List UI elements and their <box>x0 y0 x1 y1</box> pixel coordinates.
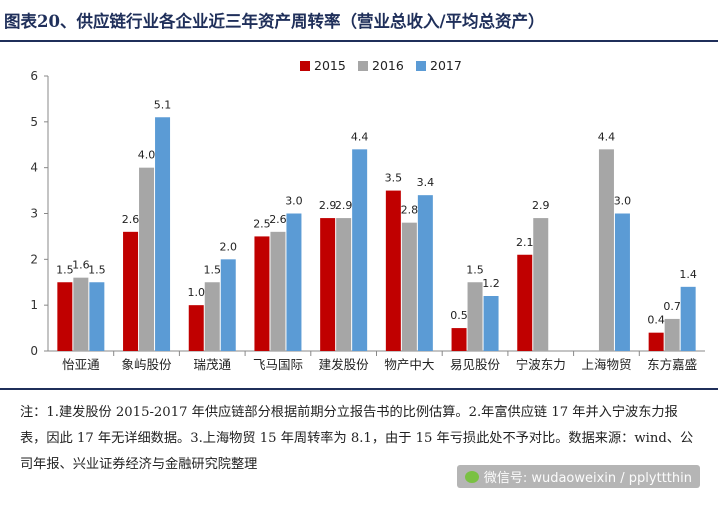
bar-2016 <box>270 231 286 351</box>
legend-swatch-2016 <box>358 61 368 71</box>
data-label: 2.0 <box>220 240 238 253</box>
bar-2016 <box>467 282 483 351</box>
y-tick-label: 2 <box>30 252 38 266</box>
x-tick-label: 东方嘉盛 <box>647 357 697 372</box>
bar-2017 <box>417 195 433 351</box>
x-tick-label: 象屿股份 <box>122 357 173 372</box>
data-label: 2.9 <box>335 199 353 212</box>
data-label: 1.2 <box>482 277 500 290</box>
legend-label-2016: 2016 <box>372 58 404 73</box>
data-label: 1.4 <box>679 268 697 281</box>
data-label: 2.6 <box>269 213 287 226</box>
data-label: 1.6 <box>72 259 90 272</box>
legend-swatch-2017 <box>416 61 426 71</box>
x-tick-label: 物产中大 <box>384 357 434 372</box>
data-label: 1.5 <box>466 263 484 276</box>
data-label: 3.4 <box>417 176 435 189</box>
bar-2015 <box>320 218 336 351</box>
bar-2015 <box>451 328 467 351</box>
bar-2017 <box>352 149 368 351</box>
data-label: 2.1 <box>516 236 534 249</box>
x-tick-label: 宁波东力 <box>516 357 566 372</box>
watermark: 微信号: wudaoweixin / pplyttthin <box>456 465 700 488</box>
bar-2015 <box>648 332 664 351</box>
data-label: 2.6 <box>122 213 140 226</box>
data-label: 3.0 <box>614 195 632 208</box>
y-tick-label: 5 <box>30 115 38 129</box>
data-label: 4.0 <box>138 149 156 162</box>
bar-2016 <box>533 218 549 351</box>
data-label: 2.5 <box>253 217 271 230</box>
data-label: 4.4 <box>598 130 616 143</box>
y-tick-label: 6 <box>30 69 38 83</box>
data-label: 4.4 <box>351 130 369 143</box>
bar-2017 <box>680 286 696 351</box>
bar-2015 <box>254 236 270 351</box>
bar-2016 <box>598 149 614 351</box>
bar-2016 <box>204 282 220 351</box>
x-tick-label: 怡亚通 <box>62 357 100 372</box>
data-label: 3.0 <box>285 195 303 208</box>
data-label: 2.9 <box>532 199 550 212</box>
watermark-text: 微信号: wudaoweixin / pplyttthin <box>483 471 692 486</box>
legend-label-2015: 2015 <box>314 58 346 73</box>
data-label: 1.5 <box>88 263 106 276</box>
bar-2015 <box>123 231 139 351</box>
bar-chart: 0123456怡亚通1.51.61.5象屿股份2.64.05.1瑞茂通1.01.… <box>30 58 705 372</box>
bar-2016 <box>73 277 89 351</box>
bar-2017 <box>155 117 171 351</box>
bar-2017 <box>220 259 236 351</box>
data-label: 2.9 <box>319 199 337 212</box>
x-tick-label: 瑞茂通 <box>193 357 231 372</box>
bar-2016 <box>664 318 680 351</box>
bar-2016 <box>336 218 352 351</box>
wechat-icon <box>464 471 479 483</box>
legend-label-2017: 2017 <box>430 58 462 73</box>
footnote-area: 注：1.建发股份 2015-2017 年供应链部分根据前期分立报告书的比例估算。… <box>0 388 718 506</box>
data-label: 3.5 <box>385 172 403 185</box>
bar-2017 <box>614 213 630 351</box>
data-label: 1.5 <box>204 263 222 276</box>
bar-2016 <box>401 222 417 351</box>
bar-2017 <box>286 213 302 351</box>
data-label: 2.8 <box>401 204 419 217</box>
bar-2016 <box>139 167 155 351</box>
y-tick-label: 0 <box>30 344 38 358</box>
data-label: 0.4 <box>647 314 665 327</box>
bar-2015 <box>188 305 204 351</box>
bar-2015 <box>385 190 401 351</box>
x-tick-label: 易见股份 <box>450 357 501 372</box>
data-label: 5.1 <box>154 98 172 111</box>
data-label: 0.7 <box>663 300 681 313</box>
x-tick-label: 建发股份 <box>319 357 370 372</box>
x-tick-label: 上海物贸 <box>581 357 631 372</box>
y-tick-label: 1 <box>30 298 38 312</box>
legend-swatch-2015 <box>300 61 310 71</box>
bar-2017 <box>483 296 499 351</box>
bar-2017 <box>89 282 105 351</box>
footnote-text: 注：1.建发股份 2015-2017 年供应链部分根据前期分立报告书的比例估算。… <box>20 405 694 472</box>
data-label: 0.5 <box>450 309 468 322</box>
y-tick-label: 4 <box>30 161 38 175</box>
bar-2015 <box>517 254 533 351</box>
bar-2015 <box>57 282 73 351</box>
data-label: 1.5 <box>56 263 74 276</box>
x-tick-label: 飞马国际 <box>253 357 303 372</box>
data-label: 1.0 <box>188 286 206 299</box>
y-tick-label: 3 <box>30 207 38 221</box>
title-bar: 图表20、供应链行业各企业近三年资产周转率（营业总收入/平均总资产） <box>0 0 718 42</box>
chart-title: 图表20、供应链行业各企业近三年资产周转率（营业总收入/平均总资产） <box>4 12 545 31</box>
